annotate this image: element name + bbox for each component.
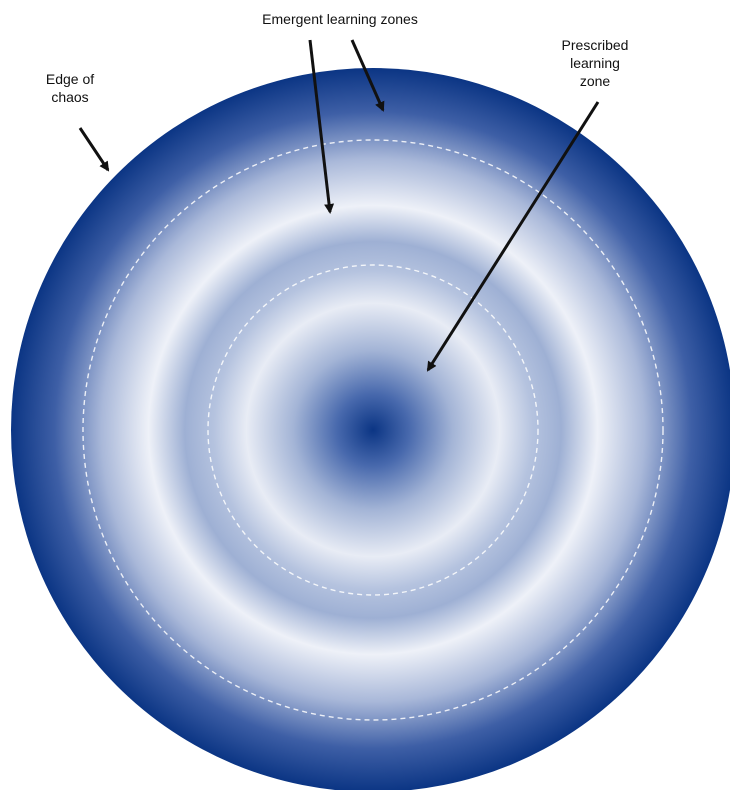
prescribed-line-2: learning [570,55,620,71]
emergent-zone-arrow-outer [350,39,385,112]
prescribed-line-1: Prescribed [561,37,629,53]
edge-of-chaos-arrow [78,127,110,172]
prescribed-line-3: zone [579,73,611,89]
edge-of-chaos-line-1: Edge of [45,71,95,87]
edge-of-chaos-line-2: chaos [51,89,89,105]
edge-of-chaos-label: Edge of chaos [30,70,110,106]
outer-dashed-boundary [82,139,664,721]
inner-dashed-boundary [207,264,539,596]
prescribed-zone-arrow [426,101,600,372]
outer-disc [11,68,730,790]
prescribed-learning-zone-label: Prescribed learning zone [545,36,645,90]
emergent-learning-zones-label: Emergent learning zones [262,11,418,27]
emergent-zone-arrow-inner [308,39,335,214]
